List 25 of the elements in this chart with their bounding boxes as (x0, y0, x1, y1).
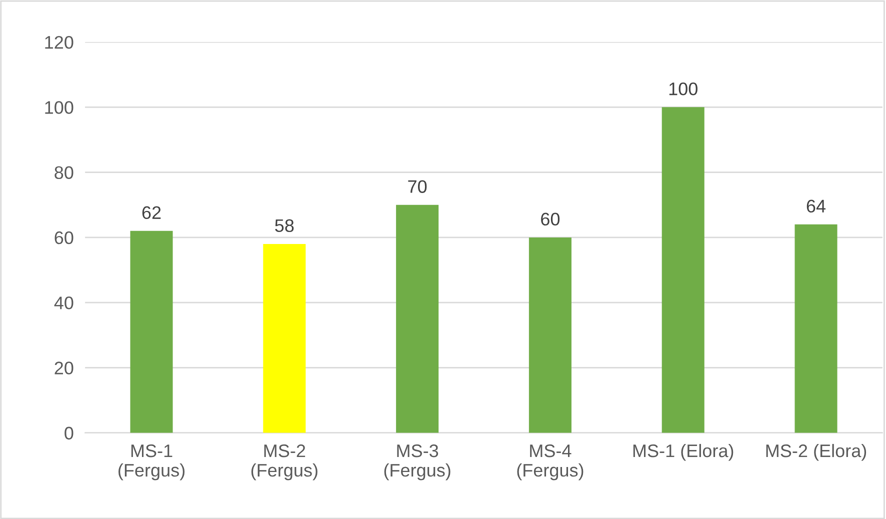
bar (130, 230, 173, 433)
data-label: 58 (275, 219, 294, 232)
y-tick-label: 80 (54, 166, 74, 180)
y-tick-label: 100 (45, 101, 74, 114)
y-tick-label: 40 (54, 296, 74, 310)
y-tick-label: 120 (45, 36, 74, 49)
data-label: 70 (408, 180, 427, 193)
bar (794, 224, 838, 433)
x-tick-label: MS-2 (Fergus) (251, 444, 318, 480)
x-tick-label: MS-1 (Fergus) (118, 444, 184, 480)
x-tick-label: MS-4 (Fergus) (517, 444, 584, 480)
data-label: 60 (541, 212, 560, 226)
data-label: 100 (669, 82, 698, 96)
bar (662, 107, 704, 433)
bar (263, 244, 306, 433)
x-tick-label: MS-3 (Fergus) (384, 444, 450, 480)
data-label: 62 (142, 206, 161, 220)
y-tick-label: 0 (64, 426, 74, 440)
y-tick-label: 20 (54, 362, 74, 374)
x-tick-label: MS-2 (Elora) (766, 444, 866, 461)
bar (528, 237, 572, 433)
x-tick-label: MS-1 (Elora) (633, 444, 734, 461)
data-label: 64 (806, 200, 826, 213)
bar (396, 204, 439, 433)
y-tick-label: 60 (54, 231, 74, 244)
